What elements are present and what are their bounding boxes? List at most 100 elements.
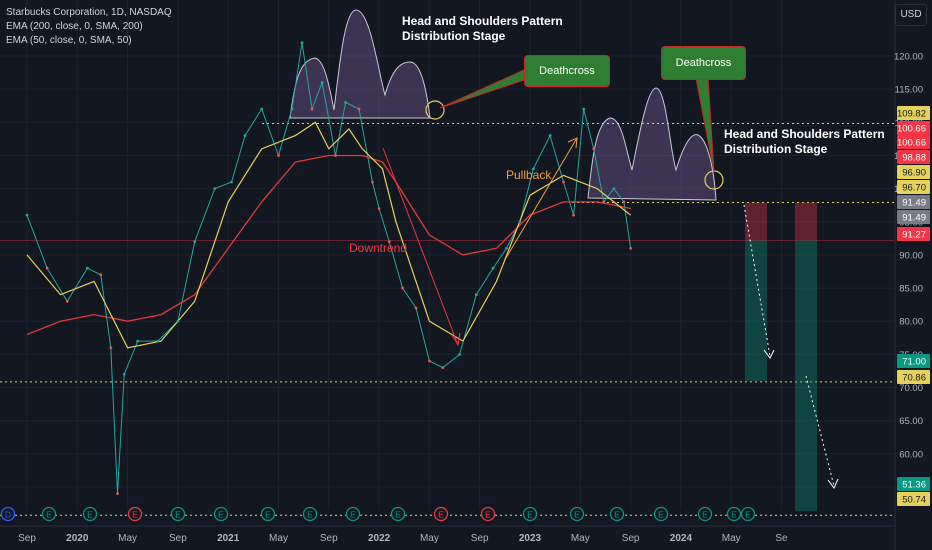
price-point [562,180,565,184]
y-tick-label: 115.00 [895,85,923,96]
profit-target-zone [745,240,767,381]
downtrend-arrowhead [451,332,461,347]
earnings-letter: E [350,510,356,520]
ema50-legend[interactable]: EMA (50, close, 0, SMA, 50) [6,35,132,46]
price-point [622,200,626,204]
earnings-marker [260,506,276,522]
ema200-legend[interactable]: EMA (200, close, 0, SMA, 200) [6,21,143,32]
pullback-label: Pullback [506,168,552,182]
earnings-letter: E [175,510,181,520]
x-tick-label: May [722,533,741,544]
y-tick-label: 80.00 [899,317,923,328]
target-arrowhead-1 [763,349,775,359]
price-tag-background [897,354,930,368]
price-series [25,41,724,496]
price-tag-background [897,135,930,149]
price-point [310,107,314,111]
price-tag-background [897,121,930,135]
earnings-letter: E [132,510,138,520]
ema200-line [26,154,631,336]
head-shoulders-outline [289,9,431,119]
price-axis[interactable]: 55.0060.0065.0070.0075.0080.0085.0090.00… [894,0,932,550]
deathcross-marker-1 [425,100,445,120]
price-point [243,134,247,137]
earnings-letter: D [5,510,11,520]
earnings-letter: E [574,510,580,520]
earnings-marker [82,506,98,522]
price-tag-background [897,165,930,179]
price-tag-background [897,227,930,241]
price-point [387,240,391,244]
price-tag-background [897,150,930,164]
price-point [612,187,616,191]
stop-loss-zone [745,202,767,241]
x-tick-label: Se [775,533,788,544]
price-tag: 109.82 [897,109,926,120]
chart-legend: Starbucks Corporation, 1D, NASDAQ EMA (2… [6,6,172,48]
price-point [99,273,103,277]
x-tick-label: Sep [320,533,338,544]
x-tick-label: Sep [471,533,489,544]
y-tick-label: 85.00 [899,284,923,295]
price-point [334,154,337,157]
price-point [277,154,280,157]
price-point [357,107,361,111]
price-point [260,107,264,111]
hs-annotation-1: Head and Shoulders Pattern Distribution … [402,14,563,44]
x-tick-label: May [571,533,590,544]
price-point [320,81,324,84]
time-axis[interactable]: Sep 2020 May Sep 2021 May Sep 2022 May Sep 2023 May… [0,525,895,544]
deathcross-callout-1[interactable]: Deathcross [524,55,610,87]
y-tick-label: 65.00 [899,416,923,427]
earnings-marker [740,506,756,522]
earnings-marker [609,506,625,522]
symbol-title[interactable]: Starbucks Corporation, 1D, NASDAQ [6,7,172,18]
x-tick-label: 2022 [368,533,391,544]
earnings-letter: E [658,510,664,520]
earnings-marker [170,506,186,522]
price-point [474,293,478,297]
price-point [629,246,632,250]
price-point [25,213,29,217]
earnings-letter: E [307,510,313,520]
x-tick-label: May [118,533,137,544]
earnings-letter: E [745,510,751,520]
price-point [300,41,304,45]
price-point [401,286,404,290]
target-path-1 [743,204,771,357]
stop-loss-zone [795,202,817,241]
price-point [377,207,381,210]
price-point [136,339,140,343]
price-point [505,246,508,250]
deathcross-callout-2[interactable]: Deathcross [661,46,746,80]
price-tag-background [897,492,930,506]
price-point [45,266,49,270]
earnings-marker [653,506,669,522]
y-tick-label: 120.00 [894,52,923,63]
price-tag-background [897,210,930,224]
price-point [518,220,522,224]
x-tick-label: Sep [169,533,187,544]
price-tag: 71.00 [902,357,926,368]
hs-annotation-2-line1: Head and Shoulders Pattern [724,127,885,141]
x-tick-label: Sep [622,533,640,544]
y-tick-label: 70.00 [899,383,923,394]
profit-target-zone [795,240,817,512]
x-tick-label: May [269,533,288,544]
target-arrowhead-2 [827,478,839,489]
price-point [290,107,294,111]
earnings-marker [390,506,406,522]
earnings-marker [213,506,229,522]
price-point [193,240,197,244]
earnings-marker [522,506,538,522]
price-point [414,306,418,310]
price-point [85,266,89,270]
hs-annotation-2: Head and Shoulders Pattern Distribution … [724,127,885,157]
price-tag-background [897,370,930,384]
price-point [230,180,233,184]
earnings-letter: E [614,510,620,520]
x-tick-label: Sep [18,533,36,544]
currency-button[interactable]: USD [895,4,927,26]
pullback-arrow [505,137,578,259]
